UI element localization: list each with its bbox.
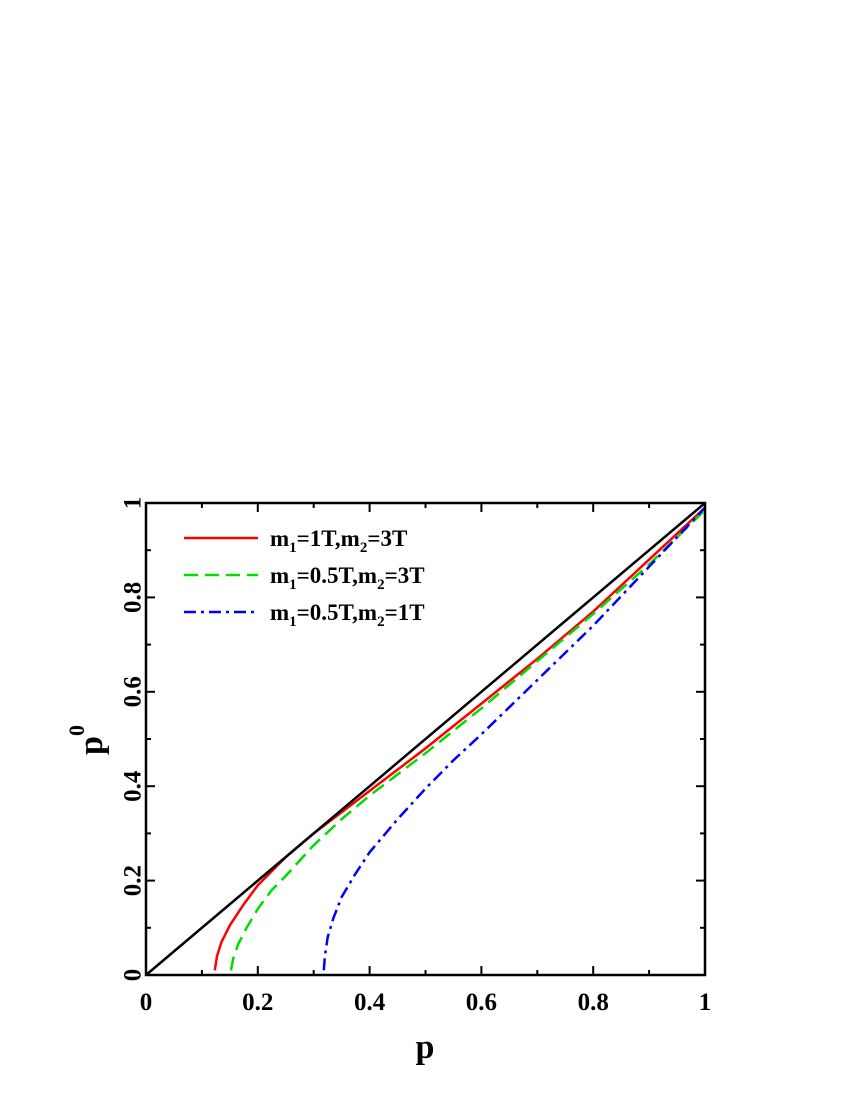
y-tick-label: 0.8: [120, 582, 147, 613]
y-tick-label: 0.2: [120, 865, 147, 896]
x-tick-label: 0.8: [578, 989, 609, 1016]
x-tick-label: 1: [699, 989, 712, 1016]
series-line-2: [229, 509, 706, 971]
reference-line: [145, 502, 706, 976]
y-tick-label: 0: [120, 969, 147, 982]
y-tick-label: 0.6: [120, 676, 147, 707]
legend-label-2: m1=0.5T,m2=3T: [270, 563, 425, 593]
y-tick-label: 1: [120, 497, 147, 510]
x-axis-title: p: [416, 1029, 435, 1066]
tick-labels-layer: 0 0.2 0.4 0.6 0.8 1 0 0.2 0.4 0.6 0.8 1: [120, 497, 712, 1016]
legend-label-3: m1=0.5T,m2=1T: [270, 600, 425, 630]
x-tick-label: 0.4: [354, 989, 386, 1016]
x-tick-label: 0: [140, 989, 153, 1016]
y-axis-title: p0: [64, 725, 110, 755]
legend-label-1: m1=1T,m2=3T: [270, 526, 407, 556]
legend: m1=1T,m2=3T m1=0.5T,m2=3T m1=0.5T,m2=1T: [184, 526, 425, 630]
y-tick-label: 0.4: [120, 770, 147, 802]
series-layer: [145, 502, 706, 976]
y-axis-title-superscript: 0: [64, 725, 89, 736]
ticks-layer: [145, 502, 706, 976]
x-tick-label: 0.6: [466, 989, 497, 1016]
x-tick-label: 0.2: [242, 989, 273, 1016]
svg-text:p0: p0: [64, 725, 110, 755]
y-axis-title-main: p: [73, 736, 110, 755]
